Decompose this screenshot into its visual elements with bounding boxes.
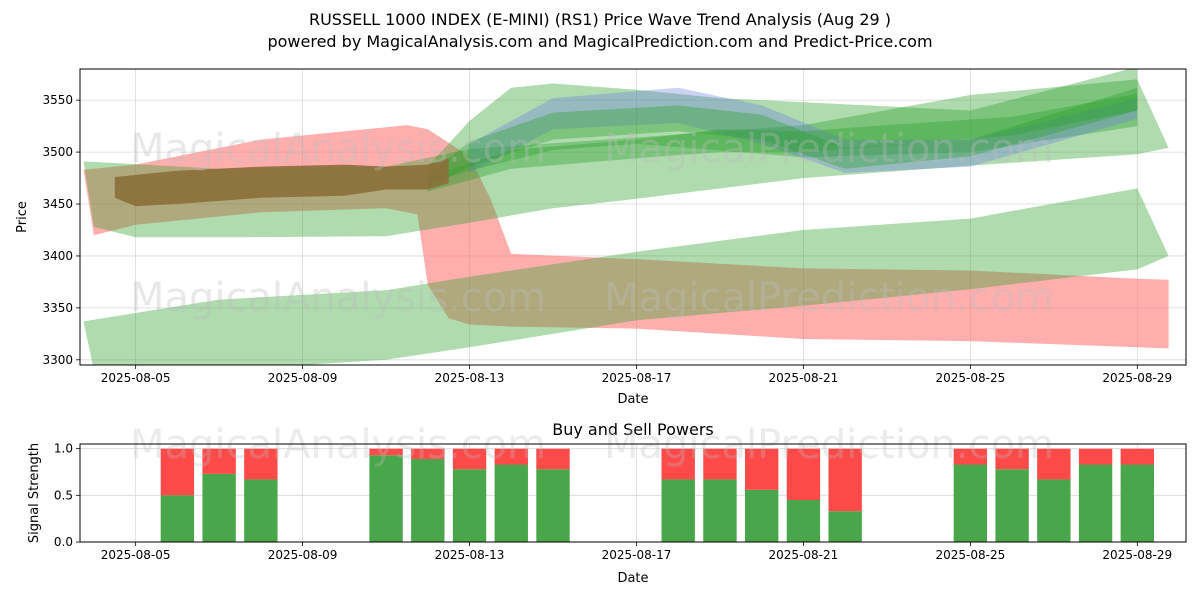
- buy-power-bar: [661, 479, 695, 542]
- main-y-tick-label: 3450: [42, 197, 73, 211]
- main-x-tick-label: 2025-08-13: [435, 371, 505, 385]
- watermark-text: MagicalAnalysis.com: [130, 275, 546, 321]
- main-x-tick-label: 2025-08-05: [101, 371, 171, 385]
- sell-power-bar: [160, 448, 195, 496]
- watermark-text: MagicalPrediction.com: [604, 275, 1054, 321]
- sell-power-bar: [369, 448, 403, 456]
- chart-titles: RUSSELL 1000 INDEX (E-MINI) (RS1) Price …: [0, 0, 1200, 53]
- sell-power-bar: [411, 448, 445, 459]
- main-wave-bands: [83, 69, 1169, 365]
- sell-power-bar: [202, 448, 236, 474]
- buy-power-bar: [828, 511, 862, 542]
- buy-power-bar: [452, 469, 487, 542]
- buy-power-bar: [494, 464, 528, 542]
- watermark-text: MagicalPrediction.com: [604, 126, 1054, 172]
- sell-power-bar: [661, 448, 695, 480]
- chart-subtitle: powered by MagicalAnalysis.com and Magic…: [267, 32, 933, 51]
- buy-power-bar: [1078, 464, 1113, 542]
- sell-power-bar: [536, 448, 570, 470]
- signal-x-tick-label: 2025-08-13: [435, 548, 505, 562]
- main-plot-frame: [79, 68, 1187, 366]
- buy-power-bar: [744, 489, 779, 542]
- main-x-tick-label: 2025-08-25: [935, 371, 1005, 385]
- main-x-axis-label: Date: [617, 392, 648, 407]
- sell-power-bar: [1078, 448, 1113, 465]
- main-y-axis-label: Price: [15, 201, 30, 233]
- wave-band-green: [427, 93, 1138, 192]
- buy-power-bar: [1037, 479, 1071, 542]
- signal-x-tick-label: 2025-08-09: [268, 548, 338, 562]
- signal-y-tick-label: 0.5: [54, 488, 73, 502]
- signal-x-tick-label: 2025-08-29: [1102, 548, 1172, 562]
- main-y-tick-label: 3550: [42, 93, 73, 107]
- buy-power-bar: [369, 455, 403, 542]
- signal-x-tick-label: 2025-08-25: [935, 548, 1005, 562]
- buy-power-bar: [703, 479, 737, 542]
- sell-power-bar: [244, 448, 278, 480]
- wave-band-green: [83, 188, 1169, 365]
- signal-y-tick-label: 0.0: [54, 535, 73, 549]
- main-x-tick-label: 2025-08-17: [602, 371, 672, 385]
- main-x-tick-label: 2025-08-29: [1102, 371, 1172, 385]
- buy-power-bar: [1120, 464, 1155, 542]
- signal-x-tick-label: 2025-08-05: [101, 548, 171, 562]
- main-axes: 2025-08-05 2025-08-09 2025-08-13 2025-08-17…: [42, 93, 1172, 385]
- sell-power-bar: [1037, 448, 1071, 480]
- signal-x-tick-label: 2025-08-21: [769, 548, 839, 562]
- buy-power-bar: [411, 458, 445, 542]
- buy-power-bar: [953, 464, 988, 542]
- watermark-text: MagicalAnalysis.com: [130, 126, 546, 172]
- wave-band-green: [427, 87, 1138, 188]
- signal-y-tick-label: 1.0: [54, 442, 73, 456]
- wave-band-blue: [469, 87, 1138, 173]
- signal-bars: [160, 448, 1155, 542]
- wave-band-green: [83, 79, 1169, 238]
- main-y-tick-label: 3500: [42, 145, 73, 159]
- main-watermarks: MagicalAnalysis.com MagicalPrediction.com…: [130, 126, 1054, 321]
- buy-power-bar: [786, 500, 821, 542]
- main-x-tick-label: 2025-08-09: [268, 371, 338, 385]
- signal-x-axis-label: Date: [617, 571, 648, 586]
- buy-power-bar: [995, 469, 1029, 542]
- signal-watermarks: MagicalAnalysis.com MagicalPrediction.com: [130, 422, 1054, 468]
- signal-x-tick-label: 2025-08-17: [602, 548, 672, 562]
- sell-power-bar: [786, 448, 821, 500]
- sell-power-bar: [452, 448, 487, 470]
- sell-power-bar: [995, 448, 1029, 470]
- buy-power-bar: [536, 469, 570, 542]
- sell-power-bar: [953, 448, 988, 465]
- sell-power-bar: [1120, 448, 1155, 465]
- main-y-tick-label: 3400: [42, 249, 73, 263]
- signal-plot-frame: [79, 443, 1187, 543]
- signal-y-axis-label: Signal Strength: [27, 443, 42, 543]
- buy-power-bar: [202, 473, 236, 542]
- chart-title: RUSSELL 1000 INDEX (E-MINI) (RS1) Price …: [308, 10, 892, 29]
- buy-power-bar: [160, 495, 195, 542]
- main-y-tick-label: 3350: [42, 301, 73, 315]
- sell-power-bar: [744, 448, 779, 490]
- sell-power-bar: [494, 448, 528, 465]
- wave-band-neutral: [114, 158, 449, 207]
- wave-band-green: [427, 69, 1138, 184]
- main-y-tick-label: 3300: [42, 353, 73, 367]
- watermark-text: MagicalAnalysis.com: [130, 422, 546, 468]
- signal-axes: 2025-08-05 2025-08-09 2025-08-13 2025-08-17…: [54, 442, 1172, 562]
- main-x-tick-label: 2025-08-21: [769, 371, 839, 385]
- buy-power-bar: [244, 479, 278, 542]
- sell-power-bar: [703, 448, 737, 480]
- watermark-text: MagicalPrediction.com: [604, 422, 1054, 468]
- sell-power-bar: [828, 448, 862, 512]
- signal-chart-title: Buy and Sell Powers: [552, 420, 714, 439]
